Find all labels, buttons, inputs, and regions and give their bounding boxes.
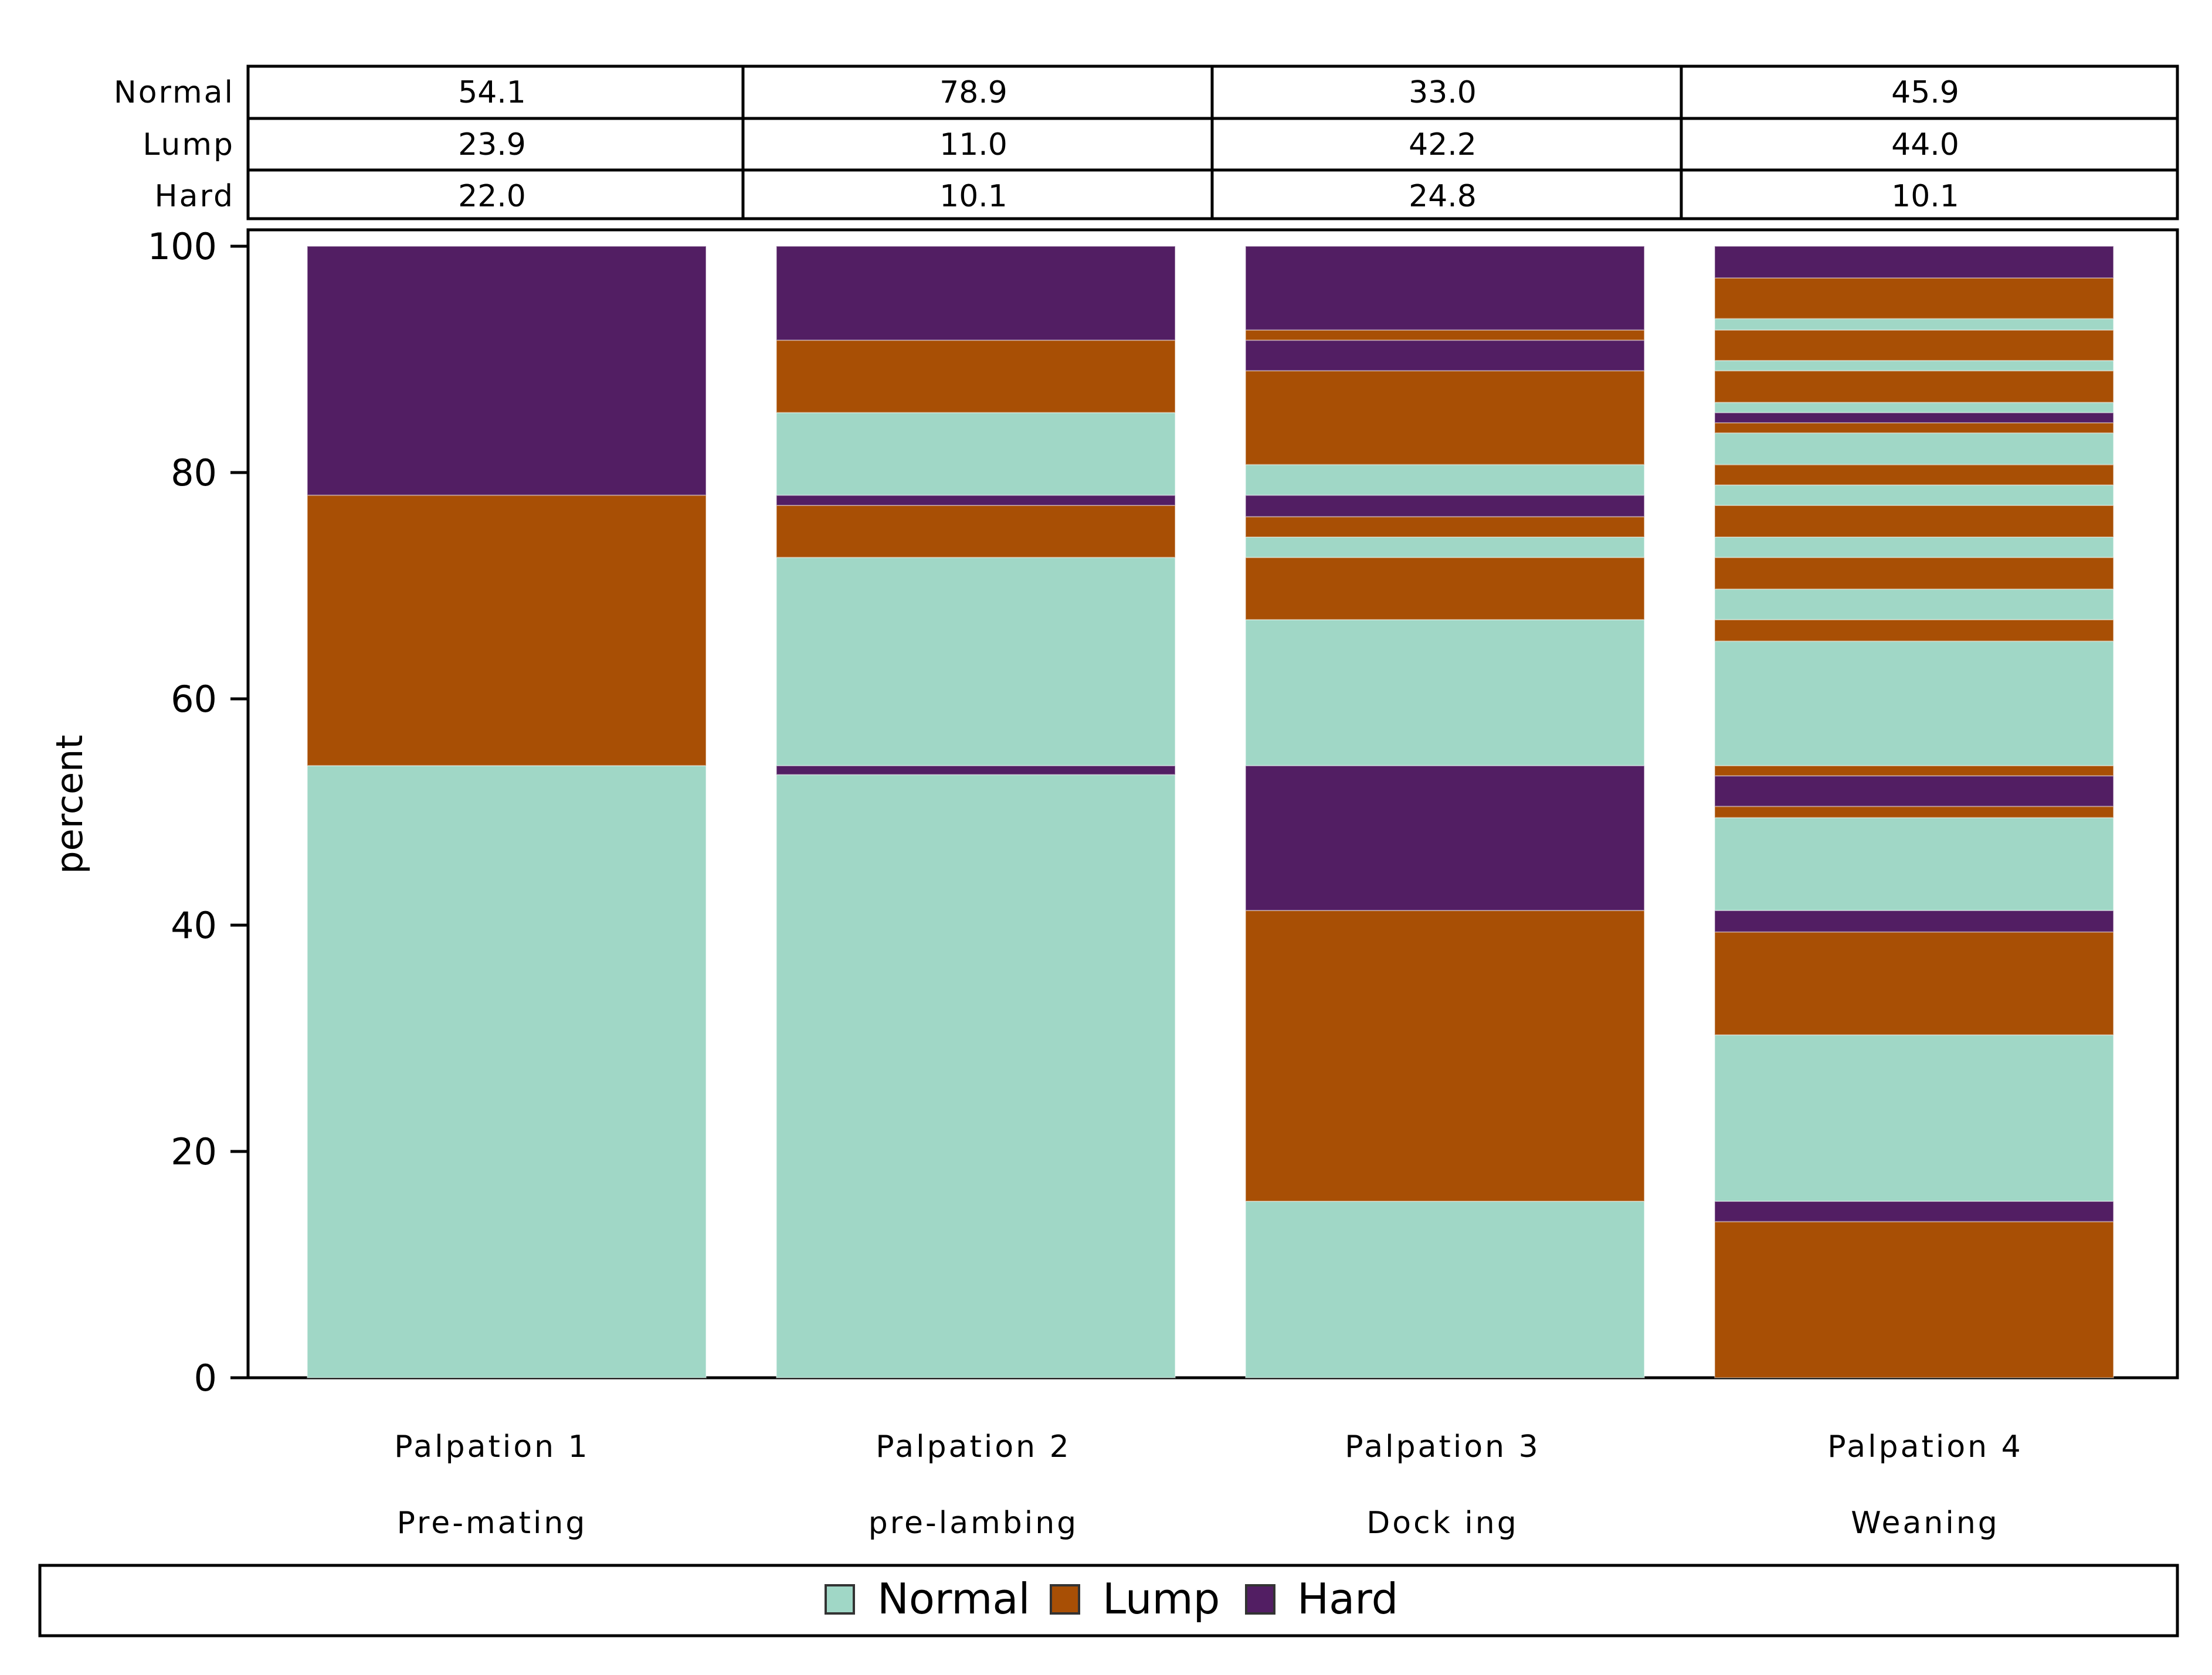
bar-segment-lump <box>1714 329 2114 361</box>
bar-segment-lump <box>1245 909 1645 1202</box>
bar-segment-normal <box>1714 318 2114 331</box>
bar-segment-normal <box>307 765 707 1378</box>
bar-segment-lump <box>1714 422 2114 434</box>
y-tick-label: 0 <box>194 1357 217 1399</box>
table-cell-normal-palpation-3: 33.0 <box>1409 75 1477 110</box>
bar-segment-normal <box>1714 588 2114 620</box>
x-category-line1: Palpation 4 <box>1827 1429 2023 1465</box>
bar-segment-normal <box>1714 640 2114 766</box>
bar-segment-lump <box>1245 329 1645 341</box>
y-tick-label: 40 <box>171 904 217 947</box>
bar-segment-lump <box>1245 556 1645 620</box>
table-cell-lump-palpation-4: 44.0 <box>1891 127 1959 162</box>
table-cell-lump-palpation-1: 23.9 <box>458 127 526 162</box>
table-cell-hard-palpation-2: 10.1 <box>939 179 1007 214</box>
bar-segment-lump <box>1714 765 2114 777</box>
x-category-line1: Palpation 1 <box>394 1429 589 1465</box>
bar-segment-normal <box>1245 619 1645 766</box>
bar-segment-lump <box>1714 464 2114 486</box>
bar-segment-hard <box>776 246 1176 341</box>
table-cell-hard-palpation-1: 22.0 <box>458 179 526 214</box>
bar-segment-lump <box>1714 931 2114 1036</box>
x-category-line1: Palpation 2 <box>876 1429 1071 1465</box>
bar-segment-lump <box>776 339 1176 413</box>
summary-table: Normal Lump Hard 54.1 78.9 33.0 45.9 23.… <box>114 64 2179 220</box>
y-axis-label: percent <box>48 735 91 874</box>
bar-segment-lump <box>1714 556 2114 590</box>
legend: Normal Lump Hard <box>38 1564 2179 1637</box>
bar-segment-normal <box>1714 402 2114 413</box>
bar-segment-hard <box>1245 494 1645 518</box>
bar-segment-normal <box>776 556 1176 766</box>
bar-segment-lump <box>307 494 707 766</box>
table-cell-lump-palpation-2: 11.0 <box>939 127 1007 162</box>
bar-stacks <box>307 246 2114 1378</box>
table-cell-hard-palpation-3: 24.8 <box>1409 179 1477 214</box>
table-row-label-normal: Normal <box>114 75 235 110</box>
bar-segment-hard <box>1245 246 1645 331</box>
bar-segment-normal <box>776 412 1176 496</box>
table-cell-normal-palpation-4: 45.9 <box>1891 75 1959 110</box>
bar-segment-hard <box>1714 412 2114 424</box>
x-category-line2: Pre-mating <box>397 1506 588 1541</box>
bar-segment-hard <box>776 494 1176 506</box>
bar-segment-lump <box>1714 619 2114 642</box>
bar-segment-lump <box>1714 277 2114 320</box>
bar-segment-normal <box>1245 536 1645 558</box>
x-category-line1: Palpation 3 <box>1345 1429 1540 1465</box>
bar-segment-normal <box>1245 464 1645 496</box>
bar-segment-hard <box>1714 246 2114 279</box>
bar-segment-lump <box>1245 370 1645 466</box>
legend-label-normal: Normal <box>877 1574 1030 1623</box>
y-tick-label: 20 <box>171 1130 217 1173</box>
bar-segment-lump <box>1714 1221 2114 1378</box>
bar-segment-lump <box>776 504 1176 558</box>
bar-segment-lump <box>1714 370 2114 403</box>
bar-segment-hard <box>1714 775 2114 807</box>
y-tick-label: 100 <box>148 225 217 268</box>
legend-label-lump: Lump <box>1102 1574 1220 1623</box>
legend-label-hard: Hard <box>1297 1574 1398 1623</box>
legend-border <box>38 1564 2179 1637</box>
legend-swatch-hard <box>1245 1584 1275 1615</box>
bar-segment-hard <box>1714 909 2114 933</box>
bar-segment-hard <box>307 246 707 496</box>
y-axis: 0 20 40 60 80 100 <box>148 225 248 1399</box>
legend-swatch-normal <box>825 1584 855 1615</box>
x-axis-categories: Palpation 1 Pre-mating Palpation 2 pre-l… <box>394 1429 2023 1541</box>
y-tick-label: 80 <box>171 451 217 494</box>
bar-segment-hard <box>1245 765 1645 911</box>
bar-segment-hard <box>1714 1200 2114 1222</box>
table-cell-normal-palpation-1: 54.1 <box>458 75 526 110</box>
bar-segment-normal <box>1714 484 2114 506</box>
bar-segment-normal <box>1714 359 2114 372</box>
bar-segment-normal <box>1245 1200 1645 1378</box>
bar-segment-normal <box>1714 536 2114 558</box>
bar-segment-hard <box>776 765 1176 776</box>
table-row-label-hard: Hard <box>155 179 235 214</box>
bar-segment-lump <box>1714 806 2114 818</box>
y-tick-label: 60 <box>171 678 217 721</box>
bar-segment-normal <box>1714 1034 2114 1202</box>
table-cell-lump-palpation-3: 42.2 <box>1409 127 1477 162</box>
table-cell-hard-palpation-4: 10.1 <box>1891 179 1959 214</box>
bar-segment-lump <box>1245 516 1645 538</box>
legend-swatch-lump <box>1050 1584 1080 1615</box>
bar-segment-normal <box>1714 432 2114 466</box>
x-category-line2: Dock ing <box>1366 1506 1519 1541</box>
x-category-line2: pre-lambing <box>868 1506 1078 1541</box>
x-category-line2: Weaning <box>1851 1506 2000 1541</box>
bar-segment-lump <box>1714 504 2114 538</box>
bar-segment-normal <box>1714 817 2114 911</box>
table-row-label-lump: Lump <box>143 127 235 162</box>
table-cell-normal-palpation-2: 78.9 <box>939 75 1007 110</box>
bar-segment-hard <box>1245 339 1645 372</box>
bar-segment-normal <box>776 774 1176 1378</box>
